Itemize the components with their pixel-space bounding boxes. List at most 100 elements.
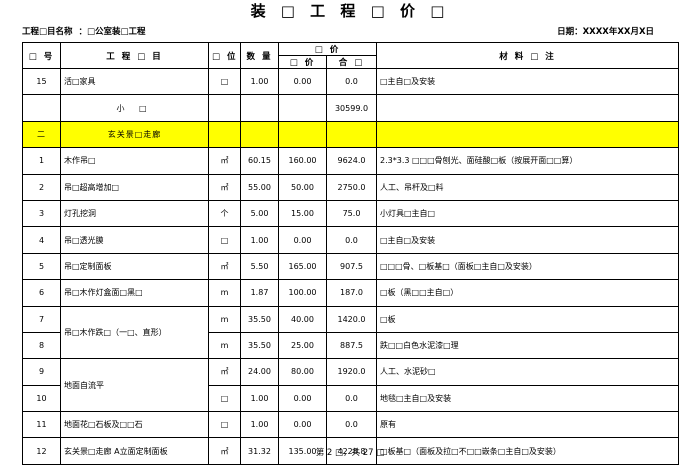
table-row[interactable]: 1 木作吊□ ㎡ 60.15 160.00 9624.0 2.3*3.3 □□□骨刨光、面硅… [22,147,679,175]
table-row[interactable]: 10 □ 1.00 0.00 0.0 地毯□主自□及安装 [22,384,679,413]
cell-item-name[interactable]: 吊□超高增加□ [60,173,209,201]
cell-no[interactable]: 11 [22,411,61,439]
cell-amount[interactable]: 887.5 [326,331,377,360]
cell-unit-price[interactable] [278,94,327,122]
cell-amount[interactable]: 1420.0 [326,305,377,333]
cell-remark[interactable] [376,94,679,122]
cell-no[interactable]: 9 [22,358,61,386]
cell-remark[interactable]: □板 [376,305,679,333]
table-row[interactable]: 4 吊□透光膜 □ 1.00 0.00 0.0 □主自□及安装 [22,226,679,254]
table-row[interactable]: 15 活□家具 □ 1.00 0.00 0.0 □主自□及安装 [22,67,679,96]
cell-item-name[interactable]: 灯孔挖洞 [60,199,209,228]
cell-unit-price[interactable] [278,120,327,149]
cell-subtotal-label[interactable]: 小 □ [60,94,209,122]
cell-quantity[interactable]: 1.00 [240,226,279,254]
table-row[interactable]: 6 吊□木作灯盒面□黑□ m 1.87 100.00 187.0 □板（黑□□主自□） [22,279,679,307]
cell-no[interactable]: 10 [22,384,61,413]
cell-section-name[interactable]: 玄关景□走廊 [60,120,209,149]
cell-no[interactable]: 8 [22,331,61,360]
cell-remark[interactable]: 跌□□白色水泥漆□理 [376,331,679,360]
cell-unit-price[interactable]: 165.00 [278,252,327,281]
table-row[interactable]: 2 吊□超高增加□ ㎡ 55.00 50.00 2750.0 人工、吊杆及□料 [22,173,679,201]
cell-unit[interactable]: m [208,331,241,360]
cell-remark[interactable]: 地毯□主自□及安装 [376,384,679,413]
cell-amount[interactable]: 2750.0 [326,173,377,201]
cell-quantity[interactable]: 5.50 [240,252,279,281]
cell-remark[interactable] [376,120,679,149]
cell-quantity[interactable]: 1.00 [240,67,279,96]
cell-quantity[interactable]: 35.50 [240,331,279,360]
table-row[interactable]: 11 地面花□石板及□□石 □ 1.00 0.00 0.0 原有 [22,411,679,439]
cell-quantity[interactable]: 1.00 [240,411,279,439]
cell-item-name[interactable]: 吊□透光膜 [60,226,209,254]
cell-no[interactable]: 15 [22,67,61,96]
cell-remark[interactable]: □主自□及安装 [376,226,679,254]
cell-unit-price[interactable]: 80.00 [278,358,327,386]
cell-unit[interactable]: 个 [208,199,241,228]
cell-no[interactable]: 5 [22,252,61,281]
cell-amount[interactable]: 1920.0 [326,358,377,386]
cell-unit-price[interactable]: 25.00 [278,331,327,360]
cell-unit-price[interactable]: 0.00 [278,411,327,439]
cell-amount[interactable]: 75.0 [326,199,377,228]
cell-unit-price[interactable]: 50.00 [278,173,327,201]
table-row[interactable]: 小 □ 30599.0 [22,94,679,122]
cell-unit-price[interactable]: 0.00 [278,384,327,413]
cell-quantity[interactable]: 35.50 [240,305,279,333]
cell-amount[interactable]: 0.0 [326,411,377,439]
cell-no[interactable] [22,94,61,122]
cell-no[interactable]: 4 [22,226,61,254]
cell-quantity[interactable]: 1.87 [240,279,279,307]
cell-quantity[interactable]: 1.00 [240,384,279,413]
cell-amount[interactable]: 9624.0 [326,147,377,175]
cell-item-name[interactable]: 吊□木作跌□（一□、直形） [60,305,209,360]
cell-amount[interactable]: 187.0 [326,279,377,307]
cell-amount[interactable]: 0.0 [326,226,377,254]
cell-item-name[interactable]: 活□家具 [60,67,209,96]
cell-no[interactable]: 3 [22,199,61,228]
cell-remark[interactable]: 原有 [376,411,679,439]
cell-quantity[interactable]: 24.00 [240,358,279,386]
cell-remark[interactable]: □□□骨、□板基□（面板□主自□及安装） [376,252,679,281]
cell-unit[interactable]: □ [208,411,241,439]
cell-unit[interactable]: m [208,305,241,333]
cell-unit-price[interactable]: 40.00 [278,305,327,333]
table-row[interactable]: 二玄关景□走廊 [22,120,679,149]
cell-remark[interactable]: 人工、水泥砂□ [376,358,679,386]
cell-quantity[interactable] [240,94,279,122]
table-row[interactable]: 3 灯孔挖洞个 5.00 15.00 75.0 小灯具□主自□ [22,199,679,228]
cell-item-name[interactable]: 木作吊□ [60,147,209,175]
cell-item-name[interactable]: 地面花□石板及□□石 [60,411,209,439]
cell-remark[interactable]: 人工、吊杆及□料 [376,173,679,201]
cell-unit[interactable]: ㎡ [208,173,241,201]
cell-amount[interactable]: 30599.0 [326,94,377,122]
cell-unit[interactable]: ㎡ [208,147,241,175]
cell-unit[interactable] [208,120,241,149]
cell-no[interactable]: 2 [22,173,61,201]
cell-unit[interactable] [208,94,241,122]
cell-unit[interactable]: □ [208,384,241,413]
cell-amount[interactable]: 0.0 [326,67,377,96]
cell-amount[interactable]: 0.0 [326,384,377,413]
table-row[interactable]: 7 吊□木作跌□（一□、直形） m 35.50 40.00 1420.0 □板 [22,305,679,360]
cell-no[interactable]: 1 [22,147,61,175]
cell-remark[interactable]: 小灯具□主自□ [376,199,679,228]
cell-quantity[interactable]: 55.00 [240,173,279,201]
cell-unit[interactable]: m [208,279,241,307]
cell-unit[interactable]: ㎡ [208,252,241,281]
cell-remark[interactable]: □板（黑□□主自□） [376,279,679,307]
cell-unit-price[interactable]: 160.00 [278,147,327,175]
cell-unit-price[interactable]: 0.00 [278,67,327,96]
cell-unit-price[interactable]: 15.00 [278,199,327,228]
cell-quantity[interactable]: 60.15 [240,147,279,175]
cell-item-name[interactable]: 地面自流平 [60,358,209,413]
cell-item-name[interactable]: 吊□定制面板 [60,252,209,281]
cell-item-name[interactable]: 吊□木作灯盒面□黑□ [60,279,209,307]
cell-section-no[interactable]: 二 [22,120,61,149]
cell-no[interactable]: 7 [22,305,61,333]
table-row[interactable]: 8 m 35.50 25.00 887.5 跌□□白色水泥漆□理 [22,331,679,360]
cell-no[interactable]: 6 [22,279,61,307]
cell-unit[interactable]: ㎡ [208,358,241,386]
cell-remark[interactable]: □主自□及安装 [376,67,679,96]
